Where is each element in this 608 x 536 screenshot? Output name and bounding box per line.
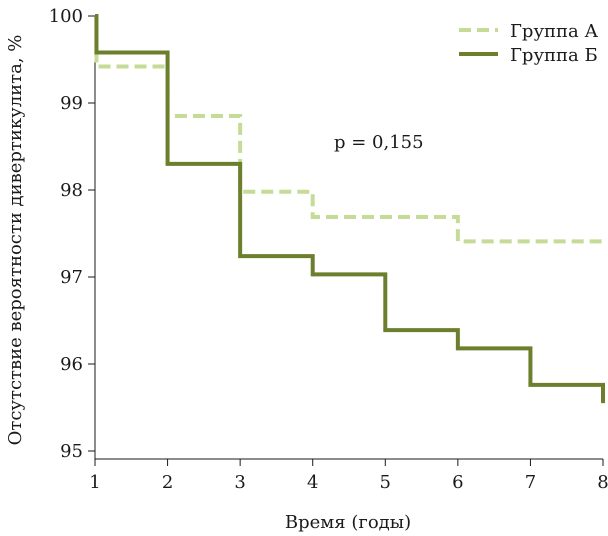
y-tick-label: 98 [60,180,83,201]
legend-label-group-a: Группа А [510,21,598,42]
y-axis-label: Отсутствие вероятности дивертикулита, % [5,35,26,446]
series-group-b-line [94,14,605,404]
x-tick-label: 2 [162,472,173,493]
x-tick-label: 4 [307,472,318,493]
x-tick-label: 5 [380,472,391,493]
x-tick-label: 3 [234,472,245,493]
x-tick-label: 1 [89,472,100,493]
x-tick-label: 6 [452,472,463,493]
x-tick-label: 7 [525,472,536,493]
y-tick-label: 95 [60,441,83,462]
y-ticks: 95 96 97 98 99 100 [49,6,95,462]
y-tick-label: 96 [60,354,83,375]
x-ticks: 1 2 3 4 5 6 7 8 [89,459,608,493]
y-tick-label: 99 [60,93,83,114]
y-tick-label: 100 [49,6,83,27]
x-tick-label: 8 [597,472,608,493]
y-tick-label: 97 [60,267,83,288]
series-group-a-line [94,14,603,244]
legend: Группа А Группа Б [459,21,598,66]
legend-label-group-b: Группа Б [510,45,598,66]
p-value-annotation: p = 0,155 [334,132,424,153]
axes: 95 96 97 98 99 100 1 2 3 4 5 6 7 8 [49,6,608,493]
x-axis-label: Время (годы) [285,512,411,533]
series-layer [94,14,605,404]
